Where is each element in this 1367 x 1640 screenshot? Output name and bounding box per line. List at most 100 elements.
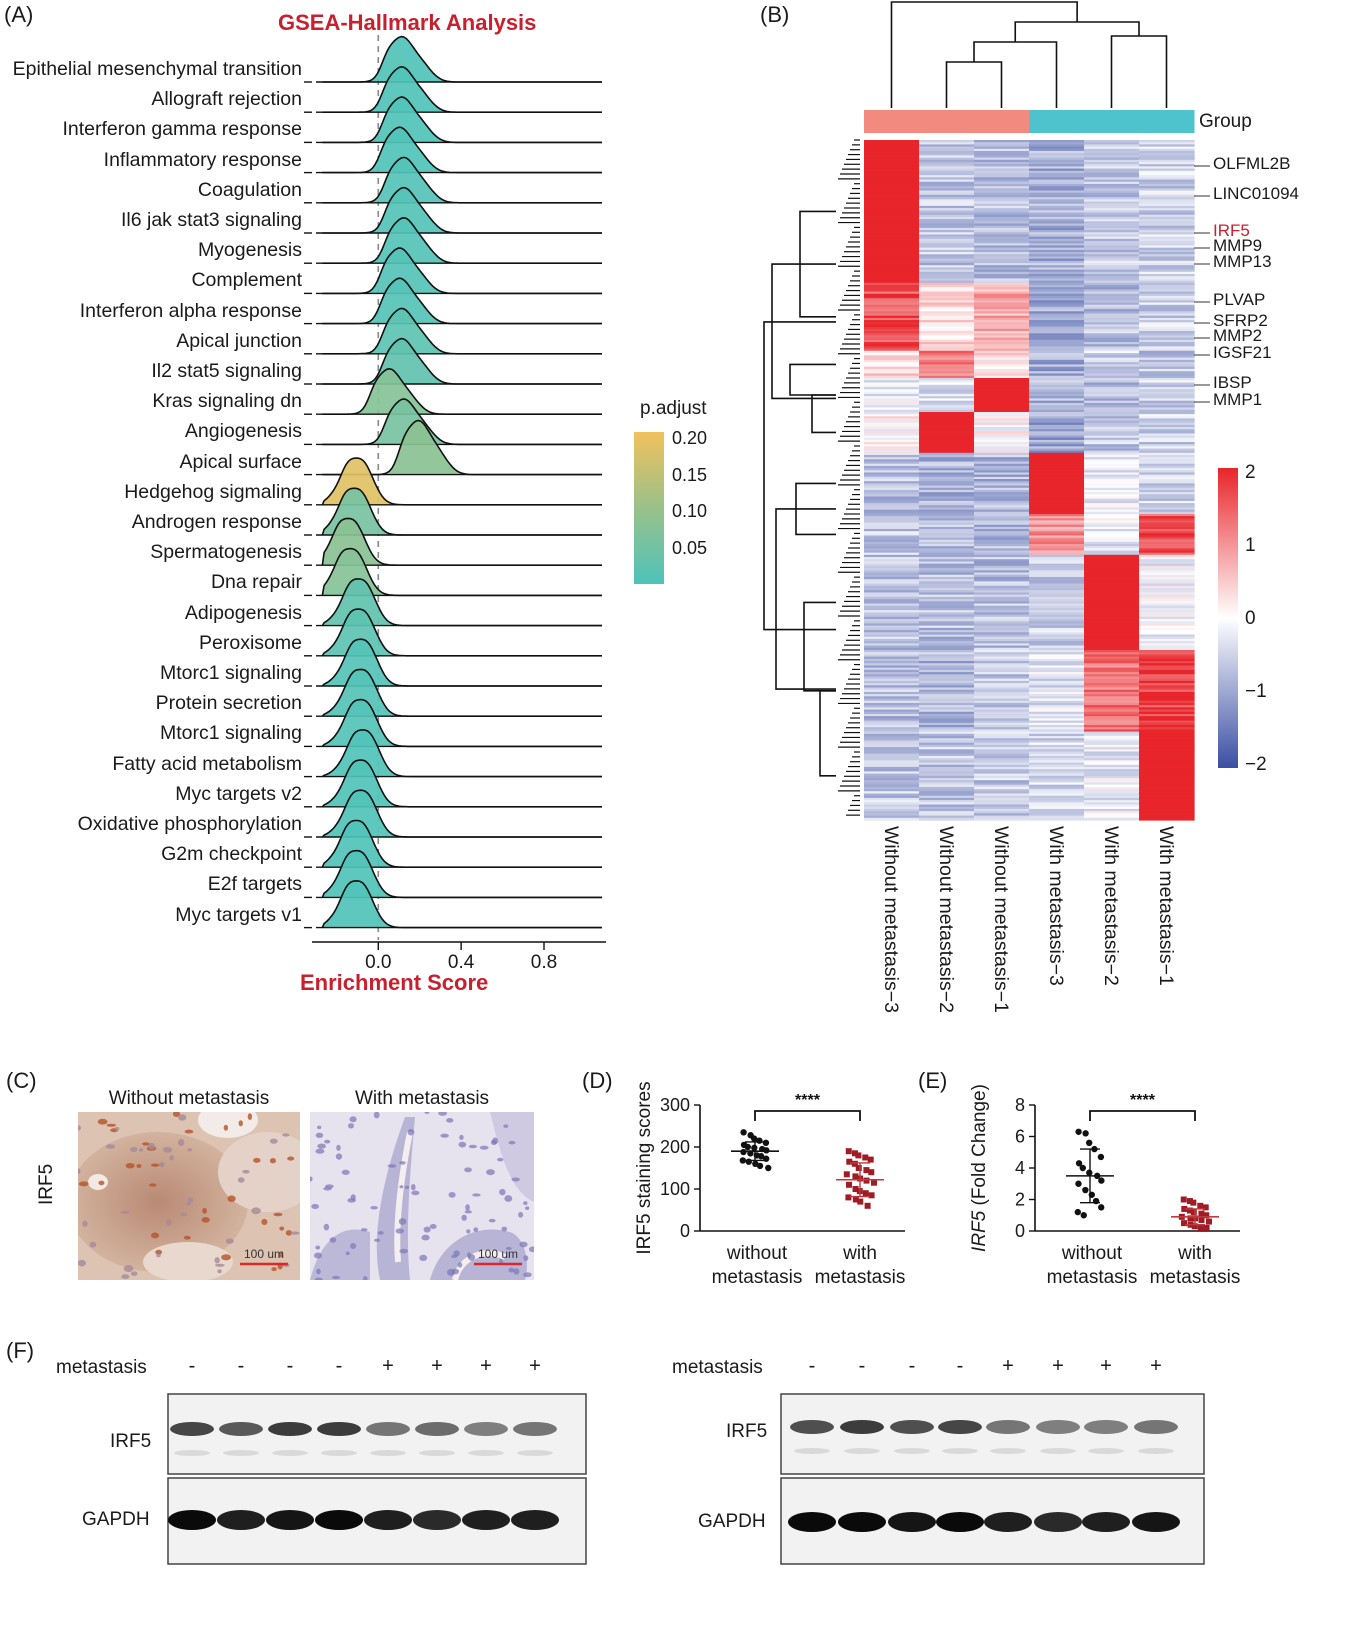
heatmap-cell xyxy=(919,742,975,746)
heatmap-cell xyxy=(864,729,920,733)
heatmap-cell xyxy=(919,683,975,686)
heatmap-cell xyxy=(974,269,1030,273)
heatmap-cell xyxy=(864,208,920,211)
heatmap-cell xyxy=(1084,808,1140,812)
heatmap-cell xyxy=(974,357,1030,361)
heatmap-cell xyxy=(919,146,975,150)
heatmap-cell xyxy=(1139,309,1195,312)
heatmap-cell xyxy=(974,610,1030,613)
heatmap-cell xyxy=(974,511,1030,515)
heatmap-cell xyxy=(974,463,1030,467)
heatmap-cell xyxy=(919,769,975,772)
ridge-label: Oxidative phosphorylation xyxy=(77,813,302,835)
heatmap-cell xyxy=(919,416,975,420)
heatmap-cell xyxy=(1084,375,1140,379)
ihc-nucleus xyxy=(464,1210,472,1214)
heatmap-cell xyxy=(1029,427,1085,430)
heatmap-cell xyxy=(919,539,975,543)
heatmap-cell xyxy=(1139,614,1195,618)
heatmap-cell xyxy=(1029,422,1085,426)
heatmap-cell xyxy=(864,414,920,417)
heatmap-cell xyxy=(1139,680,1195,684)
heatmap-cell xyxy=(919,554,975,558)
heatmap-cell xyxy=(1084,773,1140,777)
heatmap-cell xyxy=(1084,498,1140,502)
dotplot-point xyxy=(845,1148,852,1155)
heatmap-cell xyxy=(864,324,920,328)
heatmap-cell xyxy=(1029,619,1085,622)
heatmap-cell xyxy=(1139,150,1195,154)
heatmap-cell xyxy=(1029,153,1085,156)
heatmap-cell xyxy=(1139,607,1195,611)
heatmap-cell xyxy=(1139,159,1195,163)
blot-metastasis-sign: - xyxy=(858,1355,866,1377)
heatmap-cell xyxy=(919,342,975,345)
heatmap-cell xyxy=(1084,172,1140,176)
heatmap-cell xyxy=(919,295,975,299)
heatmap-cell xyxy=(1029,208,1085,211)
ihc-nucleus xyxy=(329,1237,337,1243)
heatmap-cell xyxy=(1084,150,1140,154)
ihc-stained-nucleus xyxy=(78,1181,89,1187)
irf5-faint-band xyxy=(894,1448,930,1454)
heatmap-cell xyxy=(974,676,1030,680)
heatmap-cell xyxy=(919,214,975,218)
heatmap-cell xyxy=(974,232,1030,236)
heatmap-cell xyxy=(1139,324,1195,328)
heatmap-cell xyxy=(1084,348,1140,352)
heatmap-cell xyxy=(1139,687,1195,691)
heatmap-cell xyxy=(1029,225,1085,229)
ridge-label: Allograft rejection xyxy=(151,88,302,111)
heatmap-cell xyxy=(1139,450,1195,454)
ridge-x-tick-label: 0.4 xyxy=(448,952,475,973)
heatmap-cell xyxy=(1139,276,1195,280)
heatmap-cell xyxy=(1139,813,1195,817)
dotplot-point xyxy=(1203,1212,1210,1219)
irf5-faint-band xyxy=(517,1450,553,1456)
heatmap-cell xyxy=(919,175,975,178)
heatmap-cell xyxy=(1084,607,1140,611)
heatmap-cell xyxy=(919,463,975,467)
heatmap-cell xyxy=(974,518,1030,522)
heatmap-cell xyxy=(974,727,1030,730)
heatmap-cell xyxy=(864,474,920,478)
heatmap-cell xyxy=(1084,784,1140,788)
heatmap-cell xyxy=(974,150,1030,154)
heatmap-cell xyxy=(1139,643,1195,647)
ihc-nucleus xyxy=(315,1132,324,1139)
heatmap-cell xyxy=(1029,514,1085,517)
heatmap-cell xyxy=(974,733,1030,737)
heatmap-cell xyxy=(1029,654,1085,658)
heatmap-cell xyxy=(1139,400,1195,404)
heatmap-cell xyxy=(1084,409,1140,413)
heatmap-cell xyxy=(1139,210,1195,214)
heatmap-cell xyxy=(1084,414,1140,417)
heatmap-cell xyxy=(864,496,920,500)
heatmap-cell xyxy=(1084,817,1140,821)
heatmap-cell xyxy=(1029,616,1085,620)
heatmap-cell xyxy=(919,524,975,528)
heatmap-cell xyxy=(974,212,1030,216)
heatmap-cell xyxy=(864,489,920,493)
heatmap-cell xyxy=(1029,674,1085,678)
heatmap-cell xyxy=(1139,616,1195,620)
heatmap-cell xyxy=(919,782,975,786)
heatmap-cell xyxy=(919,168,975,172)
heatmap-cell xyxy=(864,548,920,552)
ihc-stained-nucleus xyxy=(78,1259,86,1267)
heatmap-cell xyxy=(864,733,920,737)
dotplot-point xyxy=(1097,1153,1105,1161)
heatmap-cell xyxy=(919,276,975,280)
heatmap-cell xyxy=(1139,720,1195,724)
heatmap-cell xyxy=(864,463,920,467)
heatmap-cell xyxy=(1029,311,1085,315)
heatmap-cell xyxy=(1029,435,1085,439)
ihc-stained-nucleus xyxy=(98,1180,105,1186)
heatmap-cell xyxy=(1084,718,1140,722)
heatmap-cell xyxy=(919,373,975,377)
row-dendrogram-branch xyxy=(819,690,836,777)
heatmap-cell xyxy=(919,236,975,240)
ihc-nucleus xyxy=(458,1141,467,1148)
gene-label: MMP2 xyxy=(1213,326,1263,345)
ihc-stained-nucleus xyxy=(187,1148,192,1152)
